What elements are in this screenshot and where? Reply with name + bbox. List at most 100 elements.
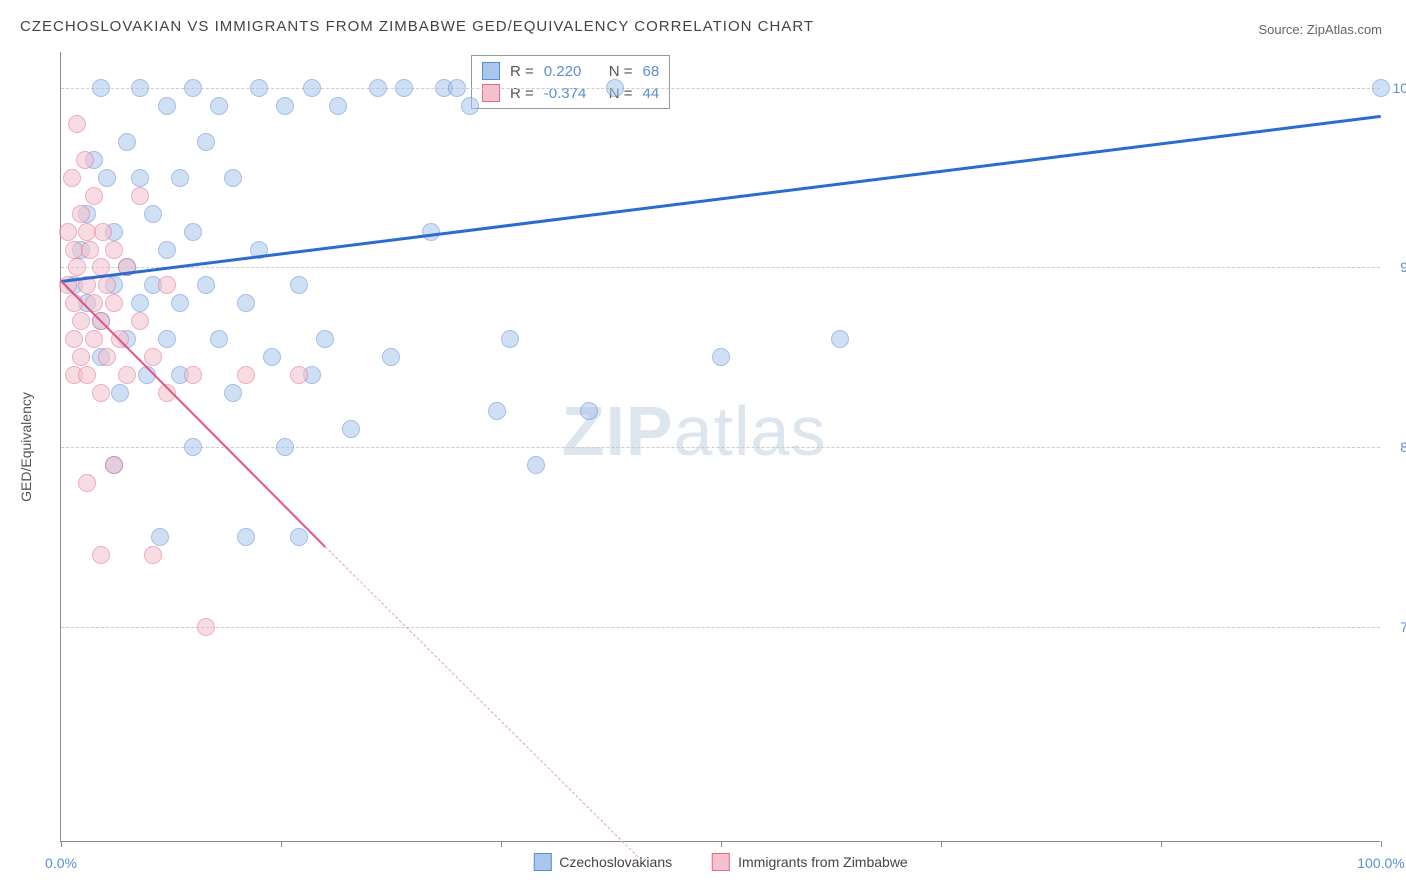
- data-point-czech: [329, 97, 347, 115]
- data-point-czech: [237, 528, 255, 546]
- data-point-zimbabwe: [290, 366, 308, 384]
- data-point-czech: [250, 79, 268, 97]
- data-point-zimbabwe: [68, 115, 86, 133]
- data-point-czech: [263, 348, 281, 366]
- legend-item: Czechoslovakians: [533, 853, 672, 871]
- data-point-czech: [501, 330, 519, 348]
- data-point-czech: [98, 169, 116, 187]
- legend-row: R =0.220N =68: [482, 60, 659, 82]
- data-point-zimbabwe: [92, 546, 110, 564]
- x-tick: [501, 841, 502, 847]
- data-point-zimbabwe: [158, 276, 176, 294]
- data-point-czech: [237, 294, 255, 312]
- legend-swatch: [533, 853, 551, 871]
- data-point-czech: [316, 330, 334, 348]
- scatter-plot: GED/Equivalency ZIPatlas R =0.220N =68R …: [60, 52, 1380, 842]
- data-point-czech: [290, 276, 308, 294]
- data-point-zimbabwe: [68, 258, 86, 276]
- data-point-zimbabwe: [131, 187, 149, 205]
- data-point-zimbabwe: [78, 474, 96, 492]
- watermark-atlas: atlas: [674, 392, 827, 470]
- gridline: [61, 267, 1380, 268]
- data-point-zimbabwe: [92, 384, 110, 402]
- r-label: R =: [510, 63, 534, 80]
- data-point-czech: [197, 276, 215, 294]
- data-point-zimbabwe: [59, 223, 77, 241]
- data-point-czech: [158, 241, 176, 259]
- r-value: 0.220: [544, 63, 599, 80]
- data-point-czech: [369, 79, 387, 97]
- data-point-czech: [171, 169, 189, 187]
- gridline: [61, 447, 1380, 448]
- series-legend: Czechoslovakians Immigrants from Zimbabwe: [533, 853, 907, 871]
- legend-item: Immigrants from Zimbabwe: [712, 853, 908, 871]
- data-point-czech: [158, 330, 176, 348]
- data-point-czech: [210, 330, 228, 348]
- data-point-zimbabwe: [76, 151, 94, 169]
- data-point-zimbabwe: [63, 169, 81, 187]
- legend-row: R =-0.374N =44: [482, 82, 659, 104]
- x-tick-label: 100.0%: [1357, 855, 1404, 871]
- data-point-zimbabwe: [85, 330, 103, 348]
- data-point-zimbabwe: [94, 223, 112, 241]
- x-tick: [1161, 841, 1162, 847]
- data-point-czech: [151, 528, 169, 546]
- data-point-czech: [171, 294, 189, 312]
- source-attribution: Source: ZipAtlas.com: [1258, 22, 1382, 37]
- data-point-czech: [131, 79, 149, 97]
- data-point-zimbabwe: [98, 348, 116, 366]
- data-point-zimbabwe: [65, 294, 83, 312]
- data-point-czech: [131, 294, 149, 312]
- y-axis-title: GED/Equivalency: [18, 392, 34, 502]
- legend-swatch: [482, 84, 500, 102]
- data-point-zimbabwe: [197, 618, 215, 636]
- data-point-czech: [184, 79, 202, 97]
- trend-line: [60, 280, 325, 547]
- data-point-czech: [712, 348, 730, 366]
- gridline: [61, 627, 1380, 628]
- data-point-zimbabwe: [118, 366, 136, 384]
- data-point-czech: [580, 402, 598, 420]
- data-point-czech: [461, 97, 479, 115]
- data-point-czech: [224, 169, 242, 187]
- correlation-legend: R =0.220N =68R =-0.374N =44: [471, 55, 670, 109]
- x-tick-label: 0.0%: [45, 855, 77, 871]
- legend-swatch: [482, 62, 500, 80]
- trend-line: [325, 546, 643, 861]
- data-point-czech: [118, 133, 136, 151]
- y-tick-label: 80.0%: [1385, 439, 1406, 455]
- data-point-zimbabwe: [144, 546, 162, 564]
- n-value: 68: [643, 63, 660, 80]
- data-point-zimbabwe: [237, 366, 255, 384]
- data-point-zimbabwe: [81, 241, 99, 259]
- data-point-czech: [831, 330, 849, 348]
- legend-label: Czechoslovakians: [559, 854, 672, 870]
- data-point-zimbabwe: [65, 330, 83, 348]
- data-point-zimbabwe: [85, 187, 103, 205]
- chart-title: CZECHOSLOVAKIAN VS IMMIGRANTS FROM ZIMBA…: [20, 18, 814, 35]
- data-point-czech: [303, 79, 321, 97]
- data-point-czech: [131, 169, 149, 187]
- data-point-czech: [111, 384, 129, 402]
- data-point-czech: [144, 205, 162, 223]
- data-point-zimbabwe: [105, 456, 123, 474]
- data-point-czech: [210, 97, 228, 115]
- data-point-czech: [276, 438, 294, 456]
- data-point-czech: [184, 223, 202, 241]
- data-point-czech: [342, 420, 360, 438]
- watermark-zip: ZIP: [562, 392, 674, 470]
- data-point-zimbabwe: [105, 294, 123, 312]
- data-point-zimbabwe: [105, 241, 123, 259]
- x-tick: [1381, 841, 1382, 847]
- data-point-zimbabwe: [144, 348, 162, 366]
- x-tick: [941, 841, 942, 847]
- x-tick: [721, 841, 722, 847]
- watermark: ZIPatlas: [562, 391, 827, 471]
- data-point-czech: [276, 97, 294, 115]
- trend-line: [61, 115, 1381, 283]
- data-point-zimbabwe: [72, 312, 90, 330]
- legend-label: Immigrants from Zimbabwe: [738, 854, 908, 870]
- x-tick: [61, 841, 62, 847]
- data-point-czech: [184, 438, 202, 456]
- x-tick: [281, 841, 282, 847]
